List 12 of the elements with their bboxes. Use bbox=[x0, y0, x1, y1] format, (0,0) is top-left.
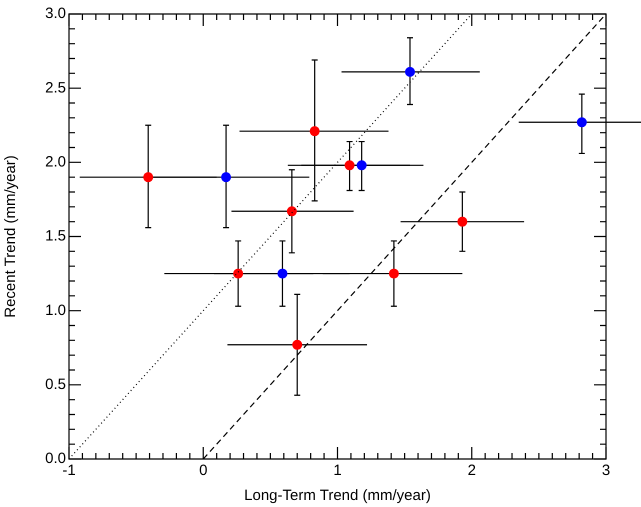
y-tick-label: 2.5 bbox=[45, 79, 66, 96]
x-tick-label: 3 bbox=[602, 462, 610, 480]
x-tick-label: 0 bbox=[199, 462, 208, 480]
y-tick-label: 1.5 bbox=[45, 228, 66, 245]
y-tick-label: 0.5 bbox=[45, 376, 66, 393]
y-tick-label: 2.0 bbox=[45, 153, 66, 170]
y-axis-title: Recent Trend (mm/year) bbox=[2, 155, 20, 318]
y-tick-label: 1.0 bbox=[45, 302, 66, 319]
x-tick-label: 1 bbox=[333, 462, 342, 480]
x-tick-label: 2 bbox=[468, 462, 476, 480]
y-tick-label: 3.0 bbox=[45, 5, 66, 22]
x-axis-title: Long-Term Trend (mm/year) bbox=[244, 487, 431, 504]
